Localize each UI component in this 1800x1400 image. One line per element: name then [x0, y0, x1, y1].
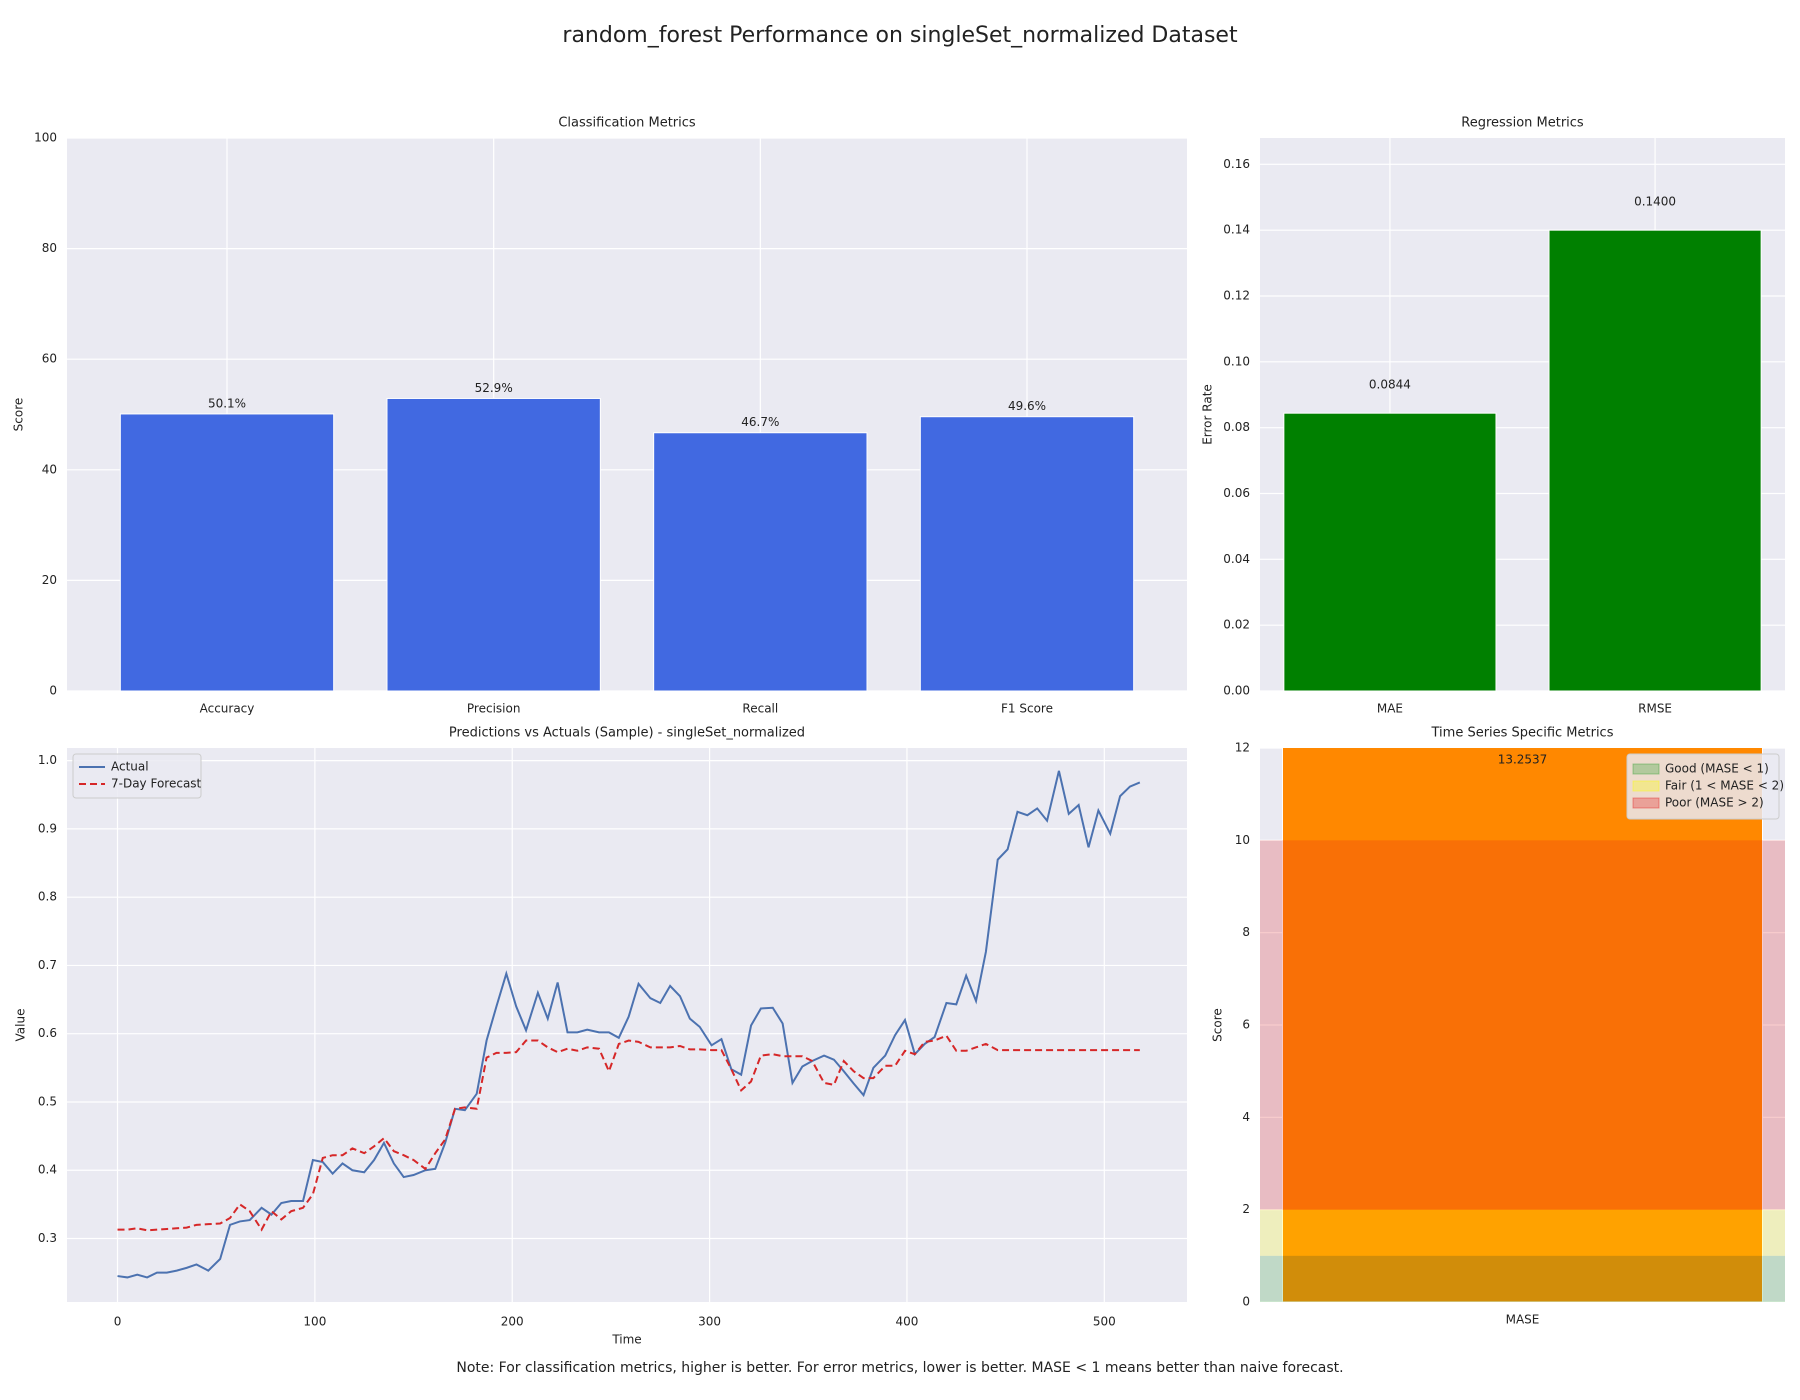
- y-axis-label: Score: [1211, 1008, 1225, 1042]
- bar: [919, 416, 1135, 691]
- legend-swatch: [1632, 797, 1660, 809]
- bar: [1282, 748, 1763, 1302]
- threshold-band: [1260, 1209, 1785, 1256]
- legend-label: Actual: [111, 760, 149, 774]
- series-line: [117, 1034, 1140, 1232]
- y-tick-label: 2: [1242, 1202, 1250, 1216]
- bar: [1548, 229, 1762, 691]
- value-label: 0.1400: [1634, 195, 1676, 209]
- y-axis-label: Error Rate: [1201, 384, 1215, 445]
- y-tick-label: 0.02: [1223, 618, 1250, 632]
- y-tick-label: 80: [42, 241, 57, 255]
- legend-label: 7-Day Forecast: [111, 777, 202, 791]
- legend-swatch: [1632, 780, 1660, 792]
- x-tick-label: 200: [501, 1315, 524, 1329]
- legend-swatch: [1632, 763, 1660, 775]
- threshold-band: [1260, 840, 1785, 1210]
- bar: [386, 397, 601, 691]
- y-tick-label: 4: [1242, 1110, 1250, 1124]
- series-line: [117, 770, 1141, 1279]
- y-tick-label: 6: [1242, 1018, 1250, 1032]
- y-tick-label: 40: [42, 462, 57, 476]
- y-axis-label: Score: [12, 398, 26, 432]
- value-label: 13.2537: [1498, 753, 1548, 767]
- y-tick-label: 0: [49, 684, 57, 698]
- legend-box: [1626, 753, 1780, 820]
- x-tick-label: MAE: [1377, 702, 1403, 716]
- subplot-title: Classification Metrics: [558, 116, 696, 131]
- y-tick-label: 0.4: [38, 1163, 57, 1177]
- y-tick-label: 60: [42, 352, 57, 366]
- y-tick-label: 0.8: [38, 890, 57, 904]
- bar: [119, 413, 335, 691]
- subplot-title: Regression Metrics: [1461, 116, 1584, 131]
- y-tick-label: 0.04: [1223, 552, 1250, 566]
- y-tick-label: 0.12: [1223, 289, 1250, 303]
- x-tick-label: Accuracy: [200, 702, 255, 716]
- x-axis-label: Time: [611, 1333, 641, 1347]
- y-tick-label: 8: [1242, 925, 1250, 939]
- y-tick-label: 0.7: [38, 958, 57, 972]
- x-tick-label: 400: [895, 1315, 918, 1329]
- value-label: 50.1%: [208, 396, 246, 410]
- y-tick-label: 0.10: [1223, 354, 1250, 368]
- x-tick-label: Recall: [742, 702, 778, 716]
- legend-label: Fair (1 < MASE < 2): [1665, 779, 1784, 793]
- figure-note: Note: For classification metrics, higher…: [456, 1360, 1343, 1376]
- x-tick-label: RMSE: [1638, 702, 1672, 716]
- y-tick-label: 0.9: [38, 821, 57, 835]
- y-tick-label: 0: [1242, 1295, 1250, 1309]
- y-tick-label: 20: [42, 573, 57, 587]
- x-tick-label: MASE: [1506, 1313, 1540, 1327]
- plot-background: [67, 748, 1187, 1302]
- bar: [1283, 412, 1497, 691]
- x-tick-label: Precision: [467, 702, 521, 716]
- subplot-title: Predictions vs Actuals (Sample) - single…: [449, 726, 805, 741]
- figure-title: random_forest Performance on singleSet_n…: [562, 23, 1238, 48]
- subplot-title: Time Series Specific Metrics: [1431, 726, 1614, 741]
- y-axis-label: Value: [14, 1009, 28, 1042]
- y-tick-label: 100: [34, 131, 57, 145]
- value-label: 46.7%: [741, 415, 779, 429]
- y-tick-label: 0.3: [38, 1231, 57, 1245]
- legend-box: [72, 753, 202, 799]
- value-label: 0.0844: [1369, 378, 1411, 392]
- legend-label: Poor (MASE > 2): [1665, 796, 1764, 810]
- legend-label: Good (MASE < 1): [1665, 762, 1769, 776]
- threshold-band: [1260, 1255, 1785, 1302]
- y-tick-label: 10: [1235, 833, 1250, 847]
- x-tick-label: 500: [1093, 1315, 1116, 1329]
- x-tick-label: 100: [303, 1315, 326, 1329]
- y-tick-label: 0.00: [1223, 684, 1250, 698]
- y-tick-label: 0.6: [38, 1026, 57, 1040]
- x-tick-label: F1 Score: [1001, 702, 1053, 716]
- y-tick-label: 0.08: [1223, 420, 1250, 434]
- y-tick-label: 0.16: [1223, 157, 1250, 171]
- y-tick-label: 12: [1235, 741, 1250, 755]
- bar: [653, 432, 868, 691]
- y-tick-label: 0.06: [1223, 486, 1250, 500]
- value-label: 49.6%: [1008, 399, 1046, 413]
- value-label: 52.9%: [475, 381, 513, 395]
- y-tick-label: 0.5: [38, 1094, 57, 1108]
- y-tick-label: 1.0: [38, 753, 57, 767]
- y-tick-label: 0.14: [1223, 223, 1250, 237]
- x-tick-label: 300: [698, 1315, 721, 1329]
- x-tick-label: 0: [114, 1315, 122, 1329]
